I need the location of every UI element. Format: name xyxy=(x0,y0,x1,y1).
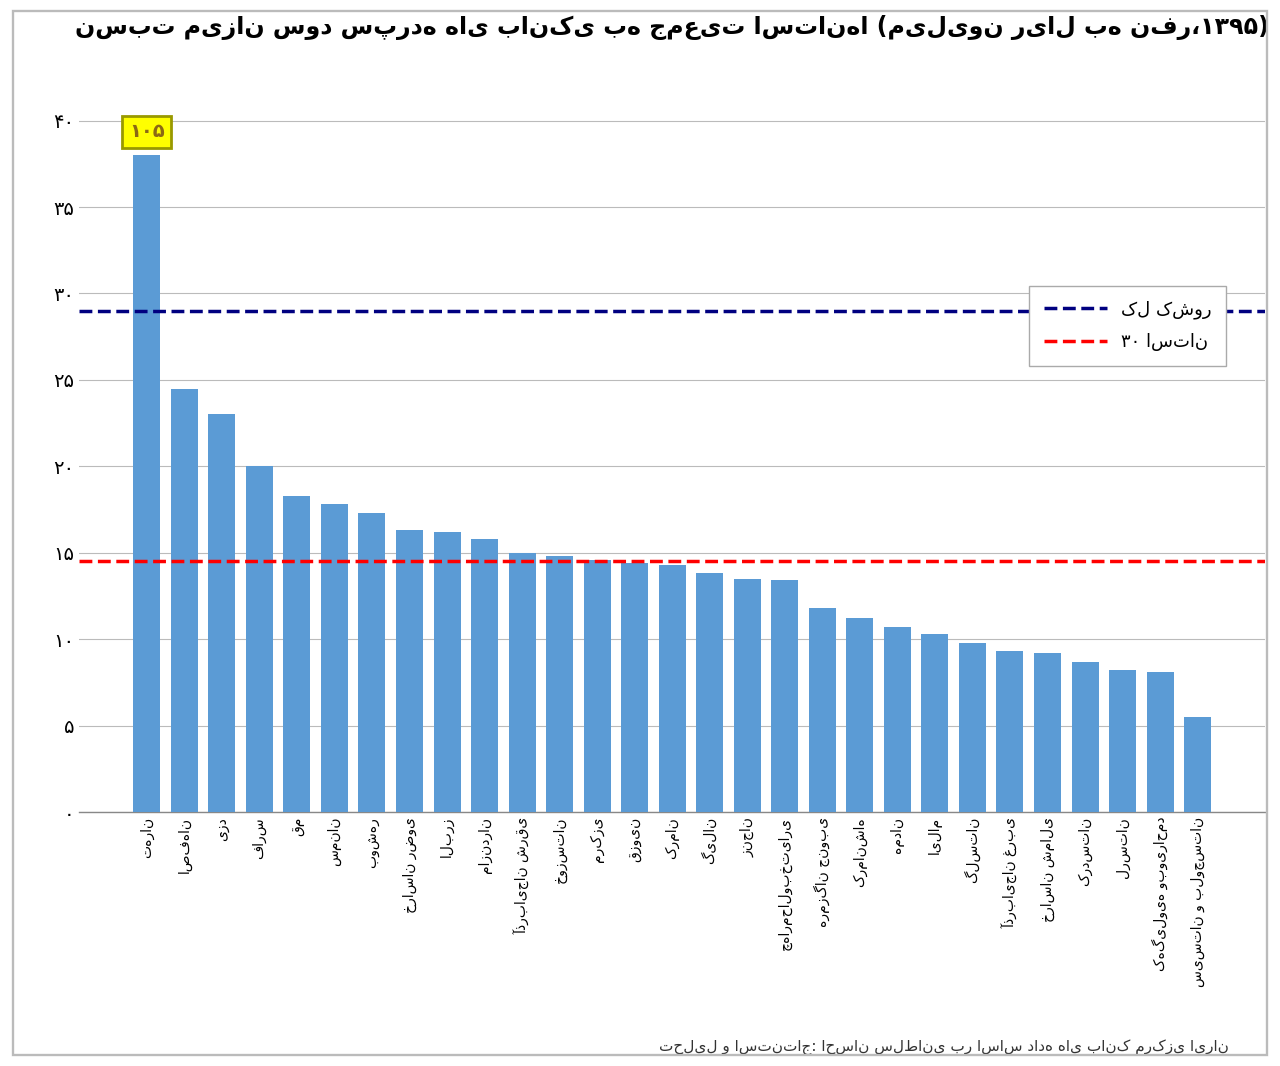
Bar xyxy=(1108,671,1137,812)
Bar xyxy=(283,496,311,812)
Bar xyxy=(733,579,760,812)
Bar xyxy=(922,634,948,812)
Bar xyxy=(508,553,535,812)
Bar xyxy=(396,530,422,812)
Bar xyxy=(659,565,686,812)
Bar xyxy=(1071,662,1098,812)
Bar xyxy=(959,643,986,812)
Bar xyxy=(133,156,160,812)
Bar xyxy=(209,415,236,812)
Bar xyxy=(358,513,385,812)
Bar xyxy=(321,504,348,812)
Legend: کل کشور, ۳۰ استان: کل کشور, ۳۰ استان xyxy=(1029,286,1226,366)
Bar xyxy=(246,466,273,812)
Bar xyxy=(696,574,723,812)
Bar xyxy=(809,608,836,812)
Bar xyxy=(471,539,498,812)
Bar xyxy=(846,618,873,812)
Bar xyxy=(884,627,911,812)
Bar xyxy=(1147,672,1174,812)
Bar xyxy=(170,388,198,812)
Bar xyxy=(434,532,461,812)
Bar xyxy=(772,580,799,812)
Bar xyxy=(547,556,573,812)
Bar xyxy=(1184,717,1211,812)
Bar xyxy=(996,651,1024,812)
Bar xyxy=(1034,653,1061,812)
Title: نسبت میزان سود سپرده های بانکی به جمعیت استانها (میلیون ریال به نفر،۱۳۹۵): نسبت میزان سود سپرده های بانکی به جمعیت … xyxy=(76,15,1270,41)
Bar xyxy=(621,563,648,812)
Bar xyxy=(584,560,611,812)
Text: ۱۰۵: ۱۰۵ xyxy=(129,123,165,142)
Text: تحلیل و استنتاج: احسان سلطانی بر اساس داده های بانک مرکزی ایران: تحلیل و استنتاج: احسان سلطانی بر اساس دا… xyxy=(659,1039,1229,1055)
